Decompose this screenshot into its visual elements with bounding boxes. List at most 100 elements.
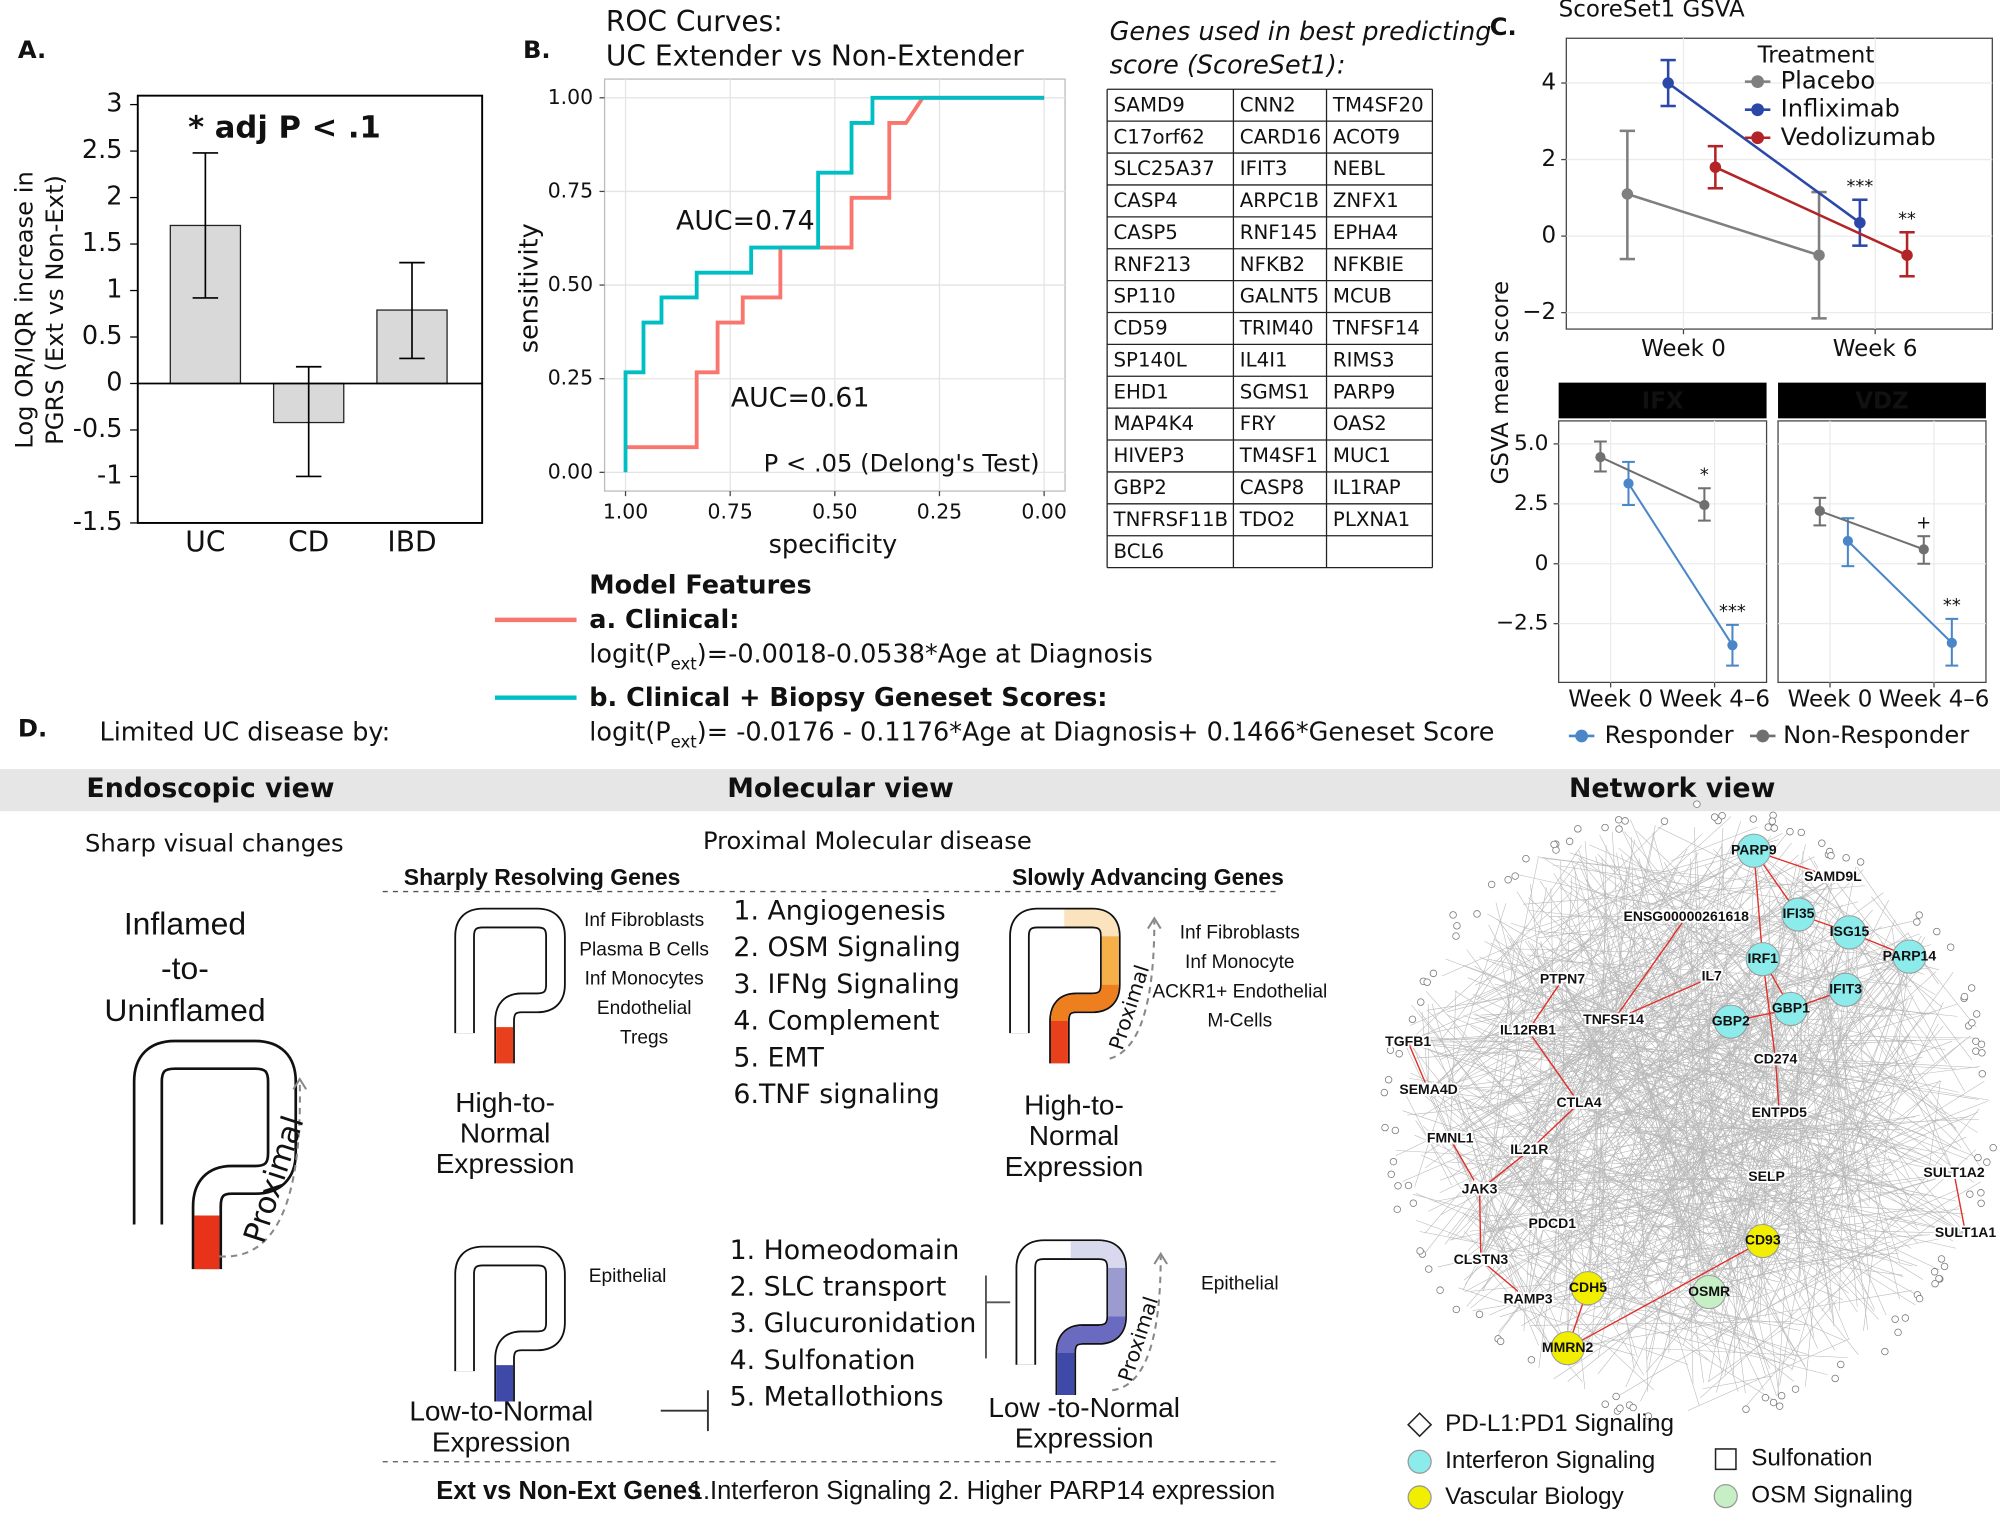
view-header-bar [0, 769, 2000, 812]
edge [1450, 1014, 1809, 1140]
peripheral-node [1749, 815, 1757, 823]
edge [1472, 976, 1712, 1061]
edge [1702, 1268, 1845, 1342]
peripheral-node [1764, 823, 1772, 831]
peripheral-node [1894, 1328, 1902, 1337]
edge [1554, 931, 1808, 1371]
legend-label: Vascular Biology [1445, 1483, 1624, 1510]
edge [1856, 866, 1939, 985]
pathway: 2. OSM Signaling [733, 932, 960, 963]
legend-title: Model Features [589, 571, 811, 601]
x-tick-label: Week 4–6 [1879, 687, 1990, 713]
series-line [1714, 166, 1908, 257]
edge [1487, 857, 1539, 1113]
edge [1552, 1116, 1604, 1225]
table-cell: CNN2 [1240, 93, 1296, 116]
edge [1527, 909, 1874, 1300]
footer-title: Ext vs Non-Ext Genes [436, 1477, 701, 1505]
peripheral-node [1660, 817, 1669, 825]
point [1709, 161, 1722, 173]
edge [1570, 1021, 1731, 1038]
edge [1522, 1059, 1776, 1122]
edge [1424, 850, 1755, 1234]
edge [1678, 1169, 1966, 1234]
edge [1683, 1194, 1965, 1215]
regulatory-edge [1479, 1149, 1530, 1191]
edge [1499, 916, 1687, 1232]
peripheral-node [1615, 825, 1623, 833]
edge [1703, 1045, 1748, 1233]
edge [1449, 976, 1712, 1178]
edge [1563, 994, 1920, 1232]
peripheral-node [1937, 1255, 1946, 1263]
view-header: Network view [1569, 773, 1775, 804]
x-tick-label: Week 0 [1641, 336, 1726, 362]
table-cell: RNF145 [1240, 221, 1318, 244]
peripheral-node [1644, 1412, 1653, 1420]
edge [1452, 914, 1611, 1089]
peripheral-node [1711, 813, 1719, 821]
peripheral-node [1974, 1153, 1982, 1162]
edge [1559, 835, 1771, 1242]
edge [1552, 925, 1819, 1225]
y-tick-label: -1.5 [73, 507, 123, 537]
peripheral-node [1769, 1398, 1778, 1407]
y-tick-label: 0.50 [548, 272, 593, 296]
peripheral-node [1380, 1088, 1389, 1097]
cell-type: M-Cells [1207, 1011, 1272, 1032]
edge [1711, 976, 1774, 1110]
edge [1523, 993, 1682, 1085]
peripheral-node [1504, 876, 1512, 884]
view-header: Endoscopic view [86, 773, 334, 804]
edge [1527, 954, 1930, 1015]
edge [1428, 834, 1702, 1091]
table-cell: TNFSF14 [1332, 317, 1420, 340]
caption: Proximal Molecular disease [703, 827, 1032, 855]
regulatory-edge [1407, 1041, 1430, 1091]
edge [1550, 888, 1560, 1265]
colon-segment [1064, 909, 1119, 937]
regulatory-edge [1953, 1173, 1967, 1234]
edge [1700, 1149, 1977, 1399]
edge [1719, 962, 1891, 1234]
peripheral-node [1946, 943, 1955, 951]
y-tick-label: 0 [106, 367, 122, 397]
cell-type: Inf Fibroblasts [584, 910, 704, 931]
edge [1474, 965, 1966, 1234]
group-header: Sharply Resolving Genes [404, 864, 681, 890]
chart-title: UC Extender vs Non-Extender [606, 39, 1024, 72]
edge [1678, 1036, 1818, 1349]
edge [1630, 1212, 1703, 1284]
edge [1895, 1037, 1981, 1167]
table-cell: CARD16 [1240, 125, 1321, 148]
edge [1650, 958, 1763, 1098]
peripheral-node [1972, 1010, 1981, 1018]
edge [1821, 1108, 1980, 1311]
table-title: Genes used in best predicting [1110, 17, 1492, 47]
edge [1578, 940, 1610, 1104]
point [1918, 544, 1929, 555]
edge [1477, 1197, 1791, 1218]
table-cell: MCUB [1333, 285, 1392, 308]
arrow-head [1153, 1251, 1168, 1265]
point [1842, 535, 1853, 547]
edge [1429, 1048, 1557, 1231]
peripheral-node [1408, 1015, 1417, 1024]
edge [1567, 1130, 1575, 1349]
edge [1523, 991, 1547, 1332]
table-cell: GBP2 [1114, 476, 1167, 499]
pathway: 3. IFNg Signaling [733, 969, 959, 1000]
edge [1587, 901, 1608, 1289]
y-axis-label: sensitivity [515, 223, 545, 353]
edge [1426, 989, 1562, 1011]
peripheral-node [1935, 1274, 1943, 1283]
node [1713, 1004, 1748, 1039]
edge [1408, 1040, 1917, 1043]
edge [1532, 1173, 1955, 1250]
table-cell: C17orf62 [1114, 125, 1205, 148]
network-edges [1395, 816, 1990, 1411]
edge [1766, 1177, 1858, 1313]
expression-label: Expression [436, 1148, 575, 1179]
node [1745, 942, 1780, 977]
peripheral-node [1770, 824, 1778, 832]
